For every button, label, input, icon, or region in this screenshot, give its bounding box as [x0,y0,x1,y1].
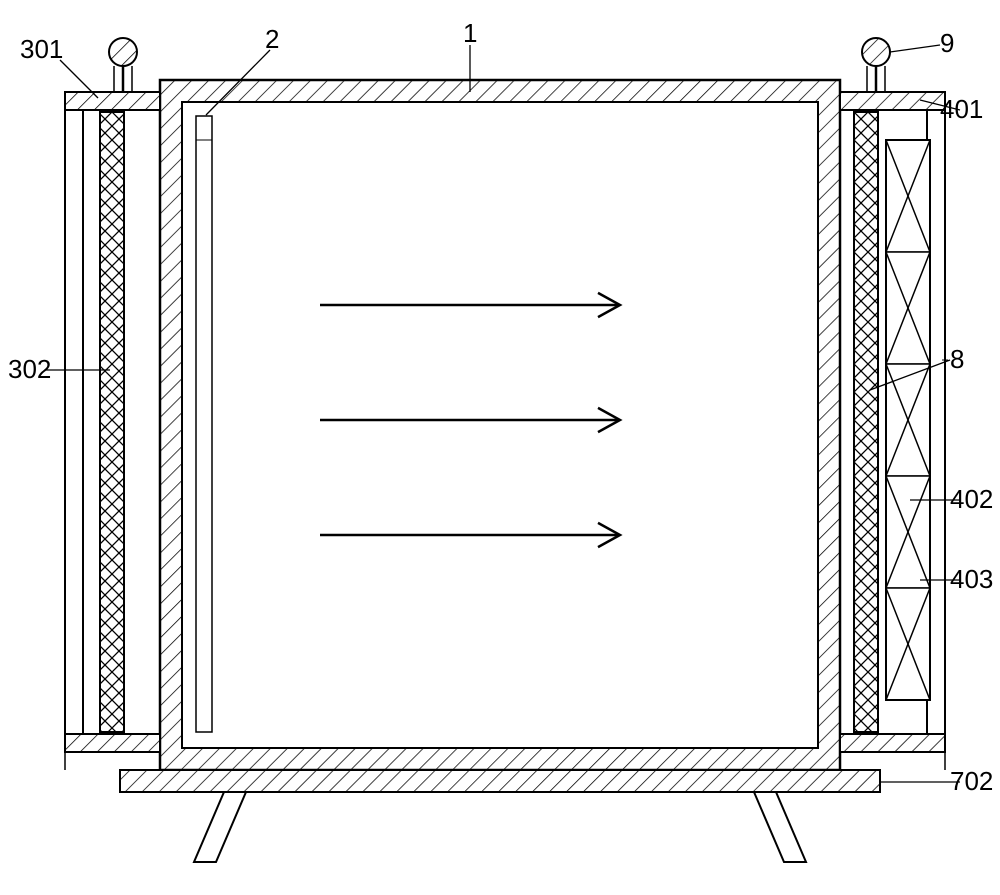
leader-l9 [890,45,940,52]
technical-drawing: 301 2 1 9 401 302 8 402 403 702 [0,0,1000,895]
right-tube [862,38,890,66]
label-l2: 2 [265,24,279,54]
cavity [182,102,818,748]
label-l401: 401 [940,94,983,124]
right-flange-top [840,92,945,110]
label-l403: 403 [950,564,993,594]
left-tube [109,38,137,66]
left-flange-side [65,110,83,734]
leg-0 [194,792,246,862]
label-l302: 302 [8,354,51,384]
left-flange-top [65,92,160,110]
inner-rim [196,116,212,732]
base-bar [120,770,880,792]
label-l702: 702 [950,766,993,796]
label-l8: 8 [950,344,964,374]
leg-1 [754,792,806,862]
label-l402: 402 [950,484,993,514]
label-l1: 1 [463,18,477,48]
right-flange-bottom [840,734,945,752]
right-panel [854,112,878,732]
left-panel [100,112,124,732]
left-flange-bottom [65,734,160,752]
label-l9: 9 [940,28,954,58]
label-l301: 301 [20,34,63,64]
